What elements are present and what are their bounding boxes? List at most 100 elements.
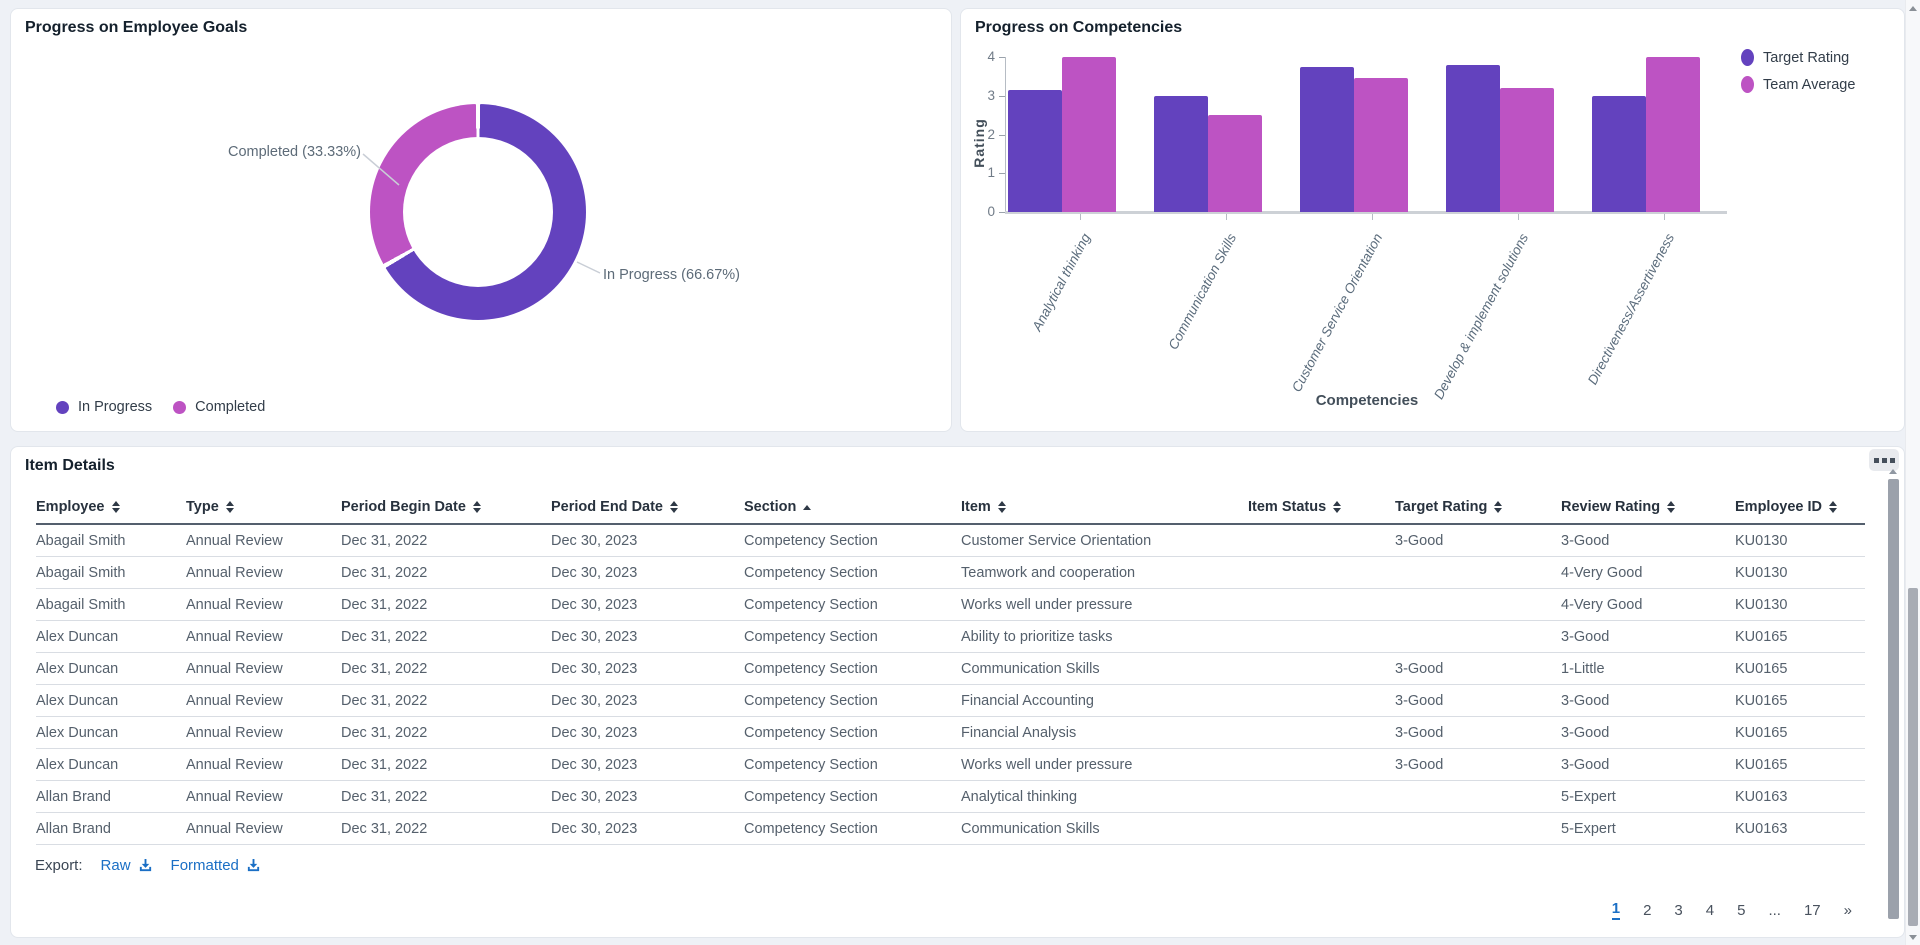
sort-both-icon (1667, 501, 1676, 514)
cell-target-rating (1395, 556, 1561, 589)
export-formatted-label: Formatted (170, 857, 239, 874)
column-header-period-end-date[interactable]: Period End Date (551, 491, 744, 525)
cell-section: Competency Section (744, 652, 961, 685)
cell-type: Annual Review (186, 652, 341, 685)
legend-label: Completed (195, 399, 266, 415)
page-17[interactable]: 17 (1803, 901, 1821, 919)
cell-type: Annual Review (186, 716, 341, 749)
column-header-item-status[interactable]: Item Status (1248, 491, 1395, 525)
page-scrollbar-thumb[interactable] (1908, 588, 1918, 926)
export-raw-link[interactable]: Raw (101, 857, 153, 874)
donut-hole (403, 137, 553, 287)
cell-target-rating: 3-Good (1395, 684, 1561, 717)
column-header-item[interactable]: Item (961, 491, 1248, 525)
cell-employee-id: KU0163 (1735, 812, 1865, 845)
cell-item-status (1248, 620, 1395, 653)
cell-section: Competency Section (744, 716, 961, 749)
scroll-up-arrow-icon[interactable] (1889, 469, 1897, 474)
bar-team-average-communication-skills (1207, 115, 1262, 212)
legend-item-in-progress: In Progress (56, 399, 152, 415)
competencies-panel: Progress on Competencies Rating 0 1 2 3 4 Ana… (960, 8, 1905, 432)
cell-employee-id: KU0163 (1735, 780, 1865, 813)
cell-target-rating: 3-Good (1395, 652, 1561, 685)
cell-type: Annual Review (186, 780, 341, 813)
column-header-employee[interactable]: Employee (36, 491, 186, 525)
cell-item: Communication Skills (961, 652, 1248, 685)
table-scrollbar[interactable] (1888, 467, 1899, 935)
cell-period-begin-date: Dec 31, 2022 (341, 620, 551, 653)
page-2[interactable]: 2 (1643, 901, 1652, 919)
cell-target-rating (1395, 620, 1561, 653)
sort-both-icon (1494, 501, 1503, 514)
sort-down-triangle (1333, 508, 1342, 514)
scroll-down-arrow-icon[interactable] (1909, 935, 1917, 940)
table-scrollbar-thumb[interactable] (1888, 479, 1899, 919)
export-formatted-link[interactable]: Formatted (171, 857, 261, 874)
cell-employee: Abagail Smith (36, 588, 186, 621)
page-4[interactable]: 4 (1705, 901, 1715, 919)
sort-down-triangle (1667, 508, 1676, 514)
y-tick-label: 3 (987, 87, 995, 103)
grid-options-icon (1881, 457, 1887, 463)
table-row: Abagail Smith Annual Review Dec 31, 2022 De… (36, 588, 1865, 621)
sort-both-icon (472, 501, 481, 514)
cell-period-end-date: Dec 30, 2023 (551, 780, 744, 813)
cell-period-begin-date: Dec 31, 2022 (341, 780, 551, 813)
cell-section: Competency Section (744, 556, 961, 589)
item-details-table: Employee Type Period Begin Date Period End … (36, 491, 1865, 845)
cell-section: Competency Section (744, 684, 961, 717)
cell-period-begin-date: Dec 31, 2022 (341, 748, 551, 781)
column-header-employee-id[interactable]: Employee ID (1735, 491, 1865, 525)
page-1[interactable]: 1 (1611, 900, 1621, 920)
scroll-up-arrow-icon[interactable] (1909, 6, 1917, 11)
legend-item-team-average: Team Average (1741, 76, 1855, 93)
cell-period-end-date: Dec 30, 2023 (551, 556, 744, 589)
column-header-label: Employee (36, 499, 105, 515)
employee-goals-title: Progress on Employee Goals (25, 19, 248, 36)
goals-legend: In Progress Completed (56, 399, 286, 415)
cell-review-rating: 5-Expert (1561, 812, 1735, 845)
cell-employee-id: KU0165 (1735, 652, 1865, 685)
page-3[interactable]: 3 (1674, 901, 1683, 919)
grid-options-button[interactable] (1869, 449, 1899, 471)
cell-employee: Alex Duncan (36, 684, 186, 717)
cell-target-rating (1395, 812, 1561, 845)
bar-target-rating-customer-service-orientation (1299, 66, 1354, 212)
legend-dot-icon (1741, 76, 1754, 93)
cell-target-rating: 3-Good (1395, 748, 1561, 781)
sort-down-triangle (1829, 508, 1838, 514)
cell-review-rating: 3-Good (1561, 716, 1735, 749)
export-label: Export: (35, 857, 83, 874)
sort-up-triangle (997, 501, 1006, 507)
legend-dot-icon (173, 400, 187, 414)
column-header-target-rating[interactable]: Target Rating (1395, 491, 1561, 525)
next-page-button[interactable]: » (1843, 901, 1852, 919)
cell-type: Annual Review (186, 588, 341, 621)
column-header-type[interactable]: Type (186, 491, 341, 525)
page-scrollbar[interactable] (1905, 0, 1920, 945)
cell-review-rating: 3-Good (1561, 684, 1735, 717)
table-row: Alex Duncan Annual Review Dec 31, 2022 Dec … (36, 684, 1865, 717)
sort-down-triangle (472, 508, 481, 514)
legend-dot-icon (1741, 49, 1754, 66)
column-header-review-rating[interactable]: Review Rating (1561, 491, 1735, 525)
cell-item: Customer Service Orientation (961, 524, 1248, 557)
table-row: Alex Duncan Annual Review Dec 31, 2022 Dec … (36, 748, 1865, 781)
cell-employee: Abagail Smith (36, 524, 186, 557)
grid-options-icon (1873, 457, 1879, 463)
column-header-section[interactable]: Section (744, 491, 961, 525)
cell-item: Financial Accounting (961, 684, 1248, 717)
sort-down-triangle (997, 508, 1006, 514)
bar-target-rating-analytical-thinking (1007, 89, 1062, 212)
cell-section: Competency Section (744, 620, 961, 653)
pagination: 1 2 3 4 5... 17 » (1589, 900, 1852, 920)
column-header-period-begin-date[interactable]: Period Begin Date (341, 491, 551, 525)
cell-employee: Allan Brand (36, 780, 186, 813)
sort-both-icon (111, 501, 120, 514)
cell-item: Analytical thinking (961, 780, 1248, 813)
sort-up-triangle (111, 501, 120, 507)
column-header-label: Period Begin Date (341, 499, 466, 515)
page-5[interactable]: 5 (1737, 901, 1746, 919)
sort-down-triangle (1494, 508, 1503, 514)
cell-period-begin-date: Dec 31, 2022 (341, 556, 551, 589)
